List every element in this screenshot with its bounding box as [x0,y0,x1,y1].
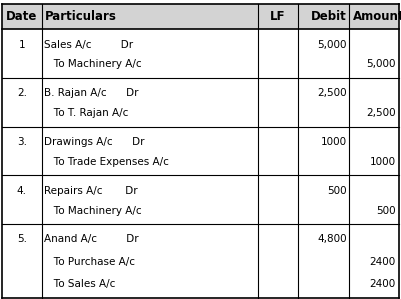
Text: 1000: 1000 [370,157,396,167]
Text: 1: 1 [18,40,25,50]
Text: To Machinery A/c: To Machinery A/c [44,59,142,69]
Text: Date: Date [6,10,38,23]
Text: 1000: 1000 [321,137,347,147]
Text: 500: 500 [327,186,347,196]
Text: To Sales A/c: To Sales A/c [44,279,115,289]
Text: 5,000: 5,000 [318,40,347,50]
Text: To Purchase A/c: To Purchase A/c [44,257,135,267]
Text: LF: LF [270,10,286,23]
Text: Drawings A/c      Dr: Drawings A/c Dr [44,137,145,147]
Text: Repairs A/c       Dr: Repairs A/c Dr [44,186,138,196]
Text: 2400: 2400 [370,257,396,267]
Text: To Machinery A/c: To Machinery A/c [44,206,142,216]
Text: 3.: 3. [17,137,27,147]
Text: Sales A/c         Dr: Sales A/c Dr [44,40,133,50]
Text: 4.: 4. [17,186,27,196]
Text: To Trade Expenses A/c: To Trade Expenses A/c [44,157,169,167]
Text: Debit: Debit [310,10,346,23]
Text: 2400: 2400 [370,279,396,289]
Text: To T. Rajan A/c: To T. Rajan A/c [44,108,128,118]
Text: Particulars: Particulars [45,10,117,23]
Text: 500: 500 [376,206,396,216]
Text: 5.: 5. [17,234,27,244]
Text: Anand A/c         Dr: Anand A/c Dr [44,234,139,244]
Text: 4,800: 4,800 [317,234,347,244]
Text: B. Rajan A/c      Dr: B. Rajan A/c Dr [44,89,139,98]
Text: 5,000: 5,000 [366,59,396,69]
Bar [2,4,399,29]
Text: 2.: 2. [17,89,27,98]
Text: Amount: Amount [352,10,401,23]
Text: 2,500: 2,500 [366,108,396,118]
Text: 2,500: 2,500 [317,89,347,98]
